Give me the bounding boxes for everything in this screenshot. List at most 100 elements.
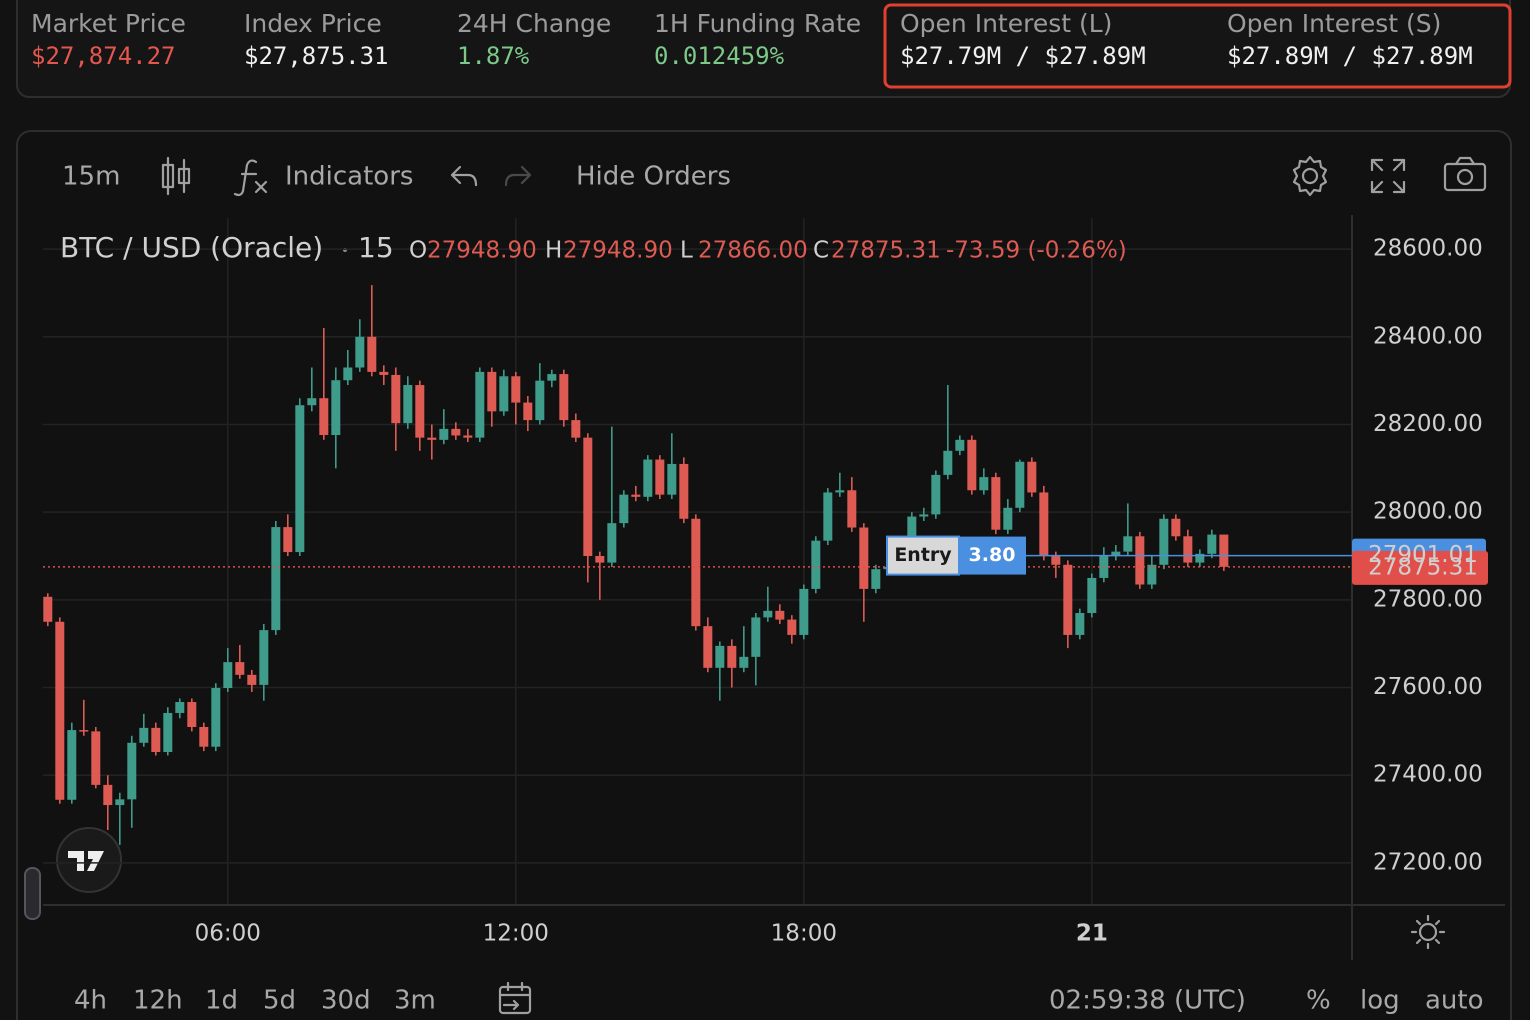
stat-label: Open Interest (L) [900, 9, 1112, 38]
range-button[interactable]: 1d [205, 986, 238, 1016]
legend-value: 27875.31 [831, 238, 941, 264]
stat-label: Open Interest (S) [1227, 9, 1441, 38]
range-button[interactable]: 4h [74, 986, 107, 1016]
candle-body [151, 727, 161, 752]
candle-body [487, 371, 497, 412]
position-price-label: 27901.01 [1368, 542, 1478, 568]
candle-body [1207, 534, 1217, 554]
entry-label-box [886, 535, 960, 576]
indicators-icon[interactable] [233, 159, 268, 197]
stat-label: Market Price [31, 9, 186, 38]
candle-body [343, 367, 353, 381]
candle-body [175, 702, 185, 713]
legend-change: -73.59 (-0.26%) [946, 238, 1127, 264]
stat-value: $27,874.27 [31, 42, 176, 70]
candle-body [943, 450, 953, 475]
candle-body [667, 463, 677, 495]
candle-body [367, 336, 377, 372]
y-tick-label: 27600.00 [1373, 674, 1483, 700]
candle-body [703, 626, 713, 668]
candle-body [799, 588, 809, 635]
undo-icon[interactable] [450, 165, 478, 187]
candle-body [103, 784, 113, 806]
candle-body [1171, 518, 1181, 537]
candle-body [271, 527, 281, 631]
fullscreen-icon[interactable] [1370, 158, 1406, 194]
candle-body [1039, 492, 1049, 557]
y-tick-label: 28000.00 [1373, 499, 1483, 525]
entry-label: Entry [894, 544, 952, 566]
candle-body [499, 376, 509, 412]
candle-body [1075, 613, 1085, 635]
screenshot-icon[interactable] [1443, 156, 1487, 192]
candles-layer [43, 285, 1488, 845]
candle-body [139, 727, 149, 743]
scale-option[interactable]: auto [1425, 986, 1484, 1016]
candle-body [1015, 461, 1025, 508]
candle-body [559, 374, 569, 421]
candle-body [655, 459, 665, 495]
candle-body [763, 610, 773, 618]
candle-body [607, 523, 617, 563]
stat-label: 1H Funding Rate [654, 9, 861, 38]
legend-key: C [813, 238, 829, 264]
tradingview-logo[interactable] [56, 827, 122, 893]
candle-body [211, 687, 221, 747]
candle-body [1135, 536, 1145, 585]
range-button[interactable]: 3m [394, 986, 436, 1016]
stat-value: 1.87% [457, 42, 530, 70]
hide-orders-button[interactable]: Hide Orders [576, 162, 731, 192]
range-button[interactable]: 12h [133, 986, 183, 1016]
legend-key: H [545, 238, 562, 264]
chart-panel [16, 130, 1512, 1020]
candle-body [1183, 536, 1193, 563]
stat-value: $27.79M / $27.89M [900, 42, 1146, 70]
legend-symbol: BTC / USD (Oracle) [60, 231, 323, 264]
scale-option[interactable]: % [1306, 986, 1331, 1016]
candle-body [955, 439, 965, 451]
date-range-icon[interactable] [498, 981, 532, 1015]
scroll-handle[interactable] [24, 867, 41, 920]
candle-body [67, 730, 77, 800]
stat-label: 24H Change [457, 9, 611, 38]
candle-body [751, 617, 761, 657]
y-tick-label: 28200.00 [1373, 411, 1483, 437]
candle-body [319, 398, 329, 436]
candle-body [523, 402, 533, 421]
candle-body [127, 742, 137, 800]
candle-body [715, 645, 725, 668]
grid-layer [43, 215, 1505, 960]
legend-key: O [409, 238, 427, 264]
candle-body [727, 645, 737, 668]
theme-icon[interactable] [1410, 914, 1446, 950]
candle-body [223, 662, 233, 688]
range-button[interactable]: 5d [263, 986, 296, 1016]
x-tick-label: 06:00 [195, 921, 261, 947]
candle-body [199, 727, 209, 747]
candle-body [43, 596, 53, 622]
candle-body [403, 385, 413, 424]
interval-button[interactable]: 15m [62, 162, 120, 192]
candle-body [967, 439, 977, 491]
indicators-button[interactable]: Indicators [285, 162, 413, 192]
candle-body [391, 374, 401, 424]
candle-body [679, 463, 689, 519]
last-price-box [1352, 550, 1488, 585]
candle-body [1159, 518, 1169, 565]
candle-body [595, 556, 605, 563]
candle-body [475, 371, 485, 438]
candle-body [859, 527, 869, 589]
settings-icon[interactable] [1292, 155, 1328, 197]
candle-body [739, 656, 749, 668]
stat-value: $27,875.31 [244, 42, 389, 70]
candle-type-icon[interactable] [161, 156, 191, 196]
redo-icon[interactable] [504, 165, 532, 187]
candle-body [187, 702, 197, 728]
highlight-box [883, 3, 1512, 89]
legend-value: 27948.90 [427, 238, 537, 264]
scale-option[interactable]: log [1360, 986, 1400, 1016]
candle-body [1111, 551, 1121, 557]
range-button[interactable]: 30d [321, 986, 371, 1016]
candle-body [331, 380, 341, 436]
candle-body [823, 492, 833, 541]
